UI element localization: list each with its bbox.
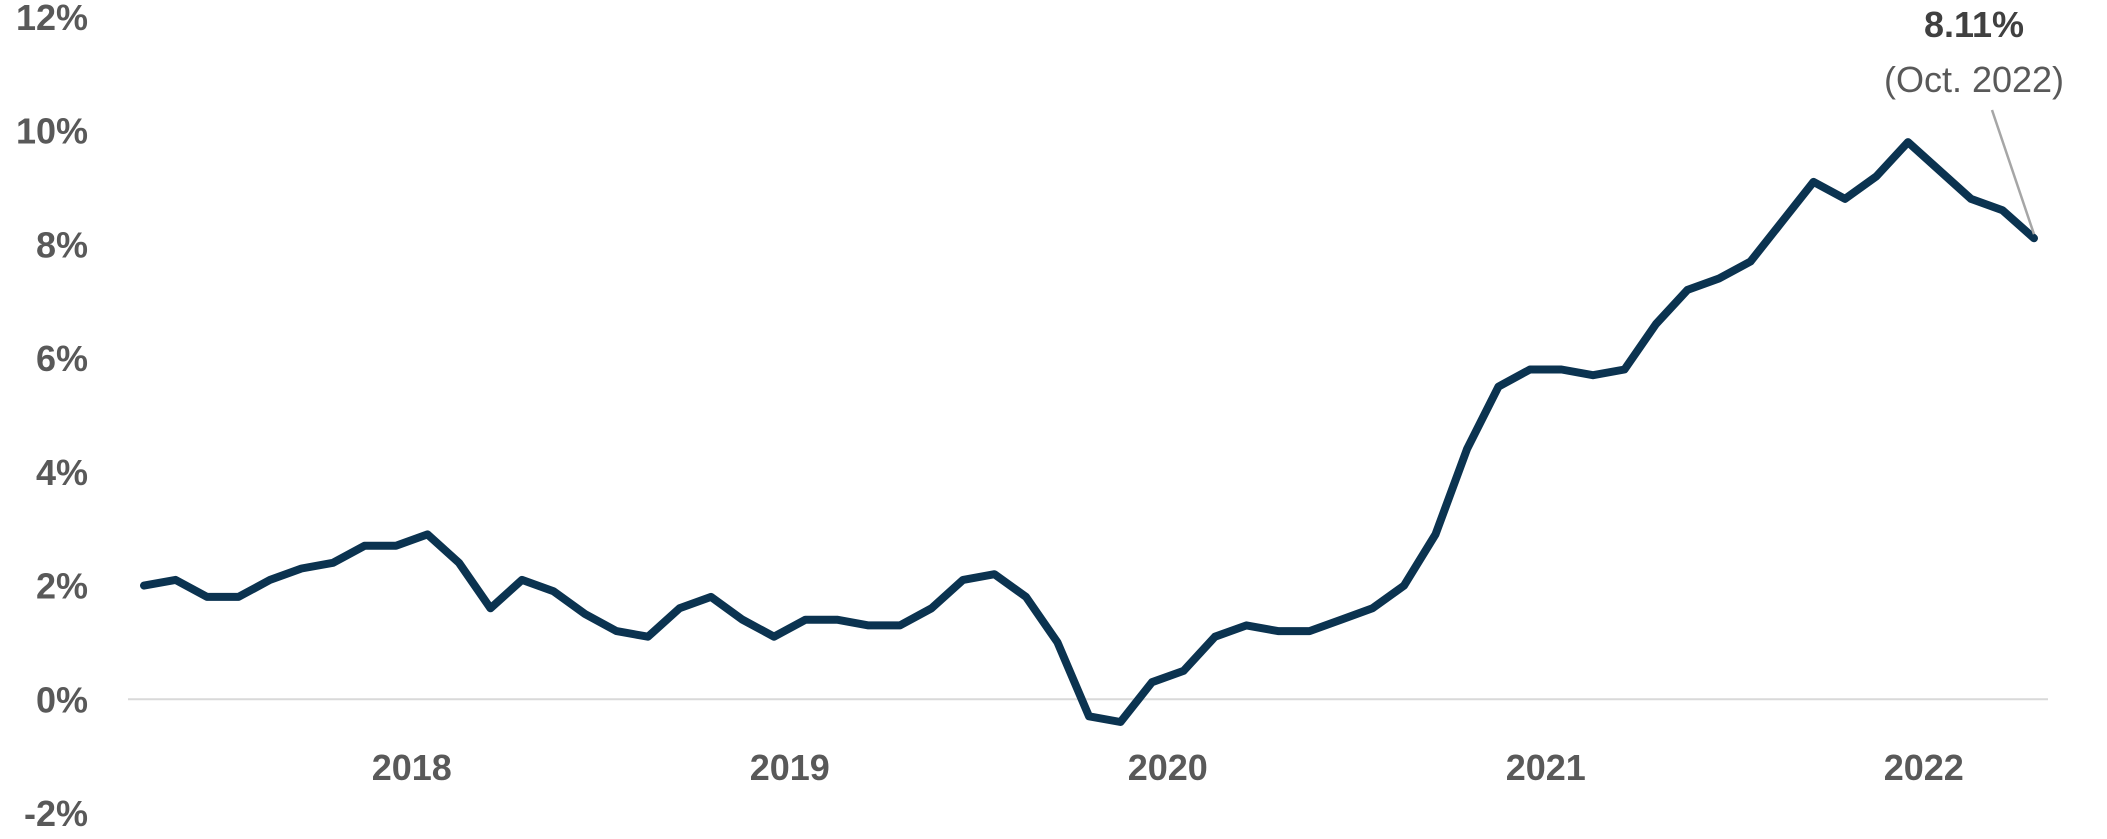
- data-point: [361, 542, 368, 549]
- data-point: [613, 628, 620, 635]
- y-tick-label: -2%: [24, 793, 88, 834]
- data-point: [1464, 446, 1470, 453]
- data-point: [330, 559, 336, 566]
- y-axis-tick-labels: 12% 10% 8% 6% 4% 2% 0% -2%: [16, 0, 88, 834]
- y-tick-label: 10%: [16, 111, 88, 152]
- data-point: [1180, 667, 1187, 674]
- data-point: [1338, 616, 1344, 623]
- y-tick-label: 12%: [16, 0, 88, 38]
- data-point: [802, 616, 809, 623]
- data-point: [1369, 605, 1376, 612]
- y-tick-label: 6%: [36, 338, 88, 379]
- data-point: [991, 571, 998, 578]
- data-point: [424, 531, 431, 538]
- data-point: [1779, 218, 1785, 225]
- data-point: [928, 605, 935, 612]
- data-point: [1117, 719, 1124, 726]
- data-point: [1275, 628, 1281, 635]
- data-point: [1401, 582, 1407, 589]
- data-point: [865, 622, 872, 629]
- annotation-leader-line: [1990, 109, 2036, 235]
- x-tick-label: 2021: [1506, 747, 1586, 788]
- data-point: [1842, 195, 1848, 202]
- data-point: [771, 633, 777, 640]
- data-point: [298, 565, 305, 572]
- data-point: [519, 576, 525, 583]
- annotation-date-label: (Oct. 2022): [1884, 59, 2064, 100]
- data-point: [897, 622, 903, 629]
- y-tick-label: 4%: [36, 452, 88, 493]
- data-point: [550, 588, 557, 595]
- data-point: [834, 616, 840, 623]
- data-point: [1149, 679, 1155, 686]
- data-point: [676, 605, 683, 612]
- data-point: [1716, 275, 1722, 282]
- data-point: [141, 582, 147, 589]
- data-point: [1086, 713, 1092, 720]
- data-point: [1684, 286, 1691, 293]
- y-tick-label: 2%: [36, 566, 88, 607]
- data-point: [1873, 173, 1880, 180]
- data-point: [645, 633, 651, 640]
- data-point: [1810, 178, 1817, 185]
- data-point: [708, 593, 714, 600]
- data-point: [1212, 633, 1218, 640]
- data-point: [1621, 366, 1628, 373]
- annotation-value-label: 8.11%: [1924, 4, 2024, 45]
- y-tick-label: 0%: [36, 679, 88, 720]
- data-point: [1999, 207, 2006, 214]
- data-point: [739, 616, 746, 623]
- data-point: [1432, 531, 1439, 538]
- x-tick-label: 2018: [372, 747, 452, 788]
- data-point: [393, 542, 399, 549]
- data-point: [1905, 139, 1911, 146]
- data-point: [1936, 167, 1943, 174]
- data-point: [1054, 639, 1061, 646]
- data-point: [1243, 622, 1250, 629]
- x-tick-label: 2022: [1884, 747, 1964, 788]
- data-point: [1968, 195, 1974, 202]
- data-point: [1558, 366, 1565, 373]
- data-point: [1747, 258, 1754, 265]
- x-tick-label: 2019: [750, 747, 830, 788]
- y-tick-label: 8%: [36, 224, 88, 265]
- data-point: [1495, 383, 1502, 390]
- data-point: [204, 593, 210, 600]
- data-point: [1590, 372, 1596, 379]
- data-point: [267, 576, 273, 583]
- data-point: [582, 611, 588, 617]
- data-point: [2031, 235, 2037, 242]
- data-point: [1023, 593, 1029, 600]
- data-point: [960, 576, 966, 583]
- data-point: [1306, 628, 1313, 635]
- data-point: [172, 576, 179, 583]
- data-point: [456, 559, 462, 566]
- series-line: [140, 138, 2038, 726]
- data-points: [141, 139, 2037, 726]
- data-point: [1653, 321, 1659, 328]
- x-axis-tick-labels: 2018 2019 2020 2021 2022: [372, 747, 1964, 788]
- data-point: [487, 605, 494, 612]
- x-tick-label: 2020: [1128, 747, 1208, 788]
- data-point: [235, 593, 242, 600]
- data-point: [1527, 366, 1533, 373]
